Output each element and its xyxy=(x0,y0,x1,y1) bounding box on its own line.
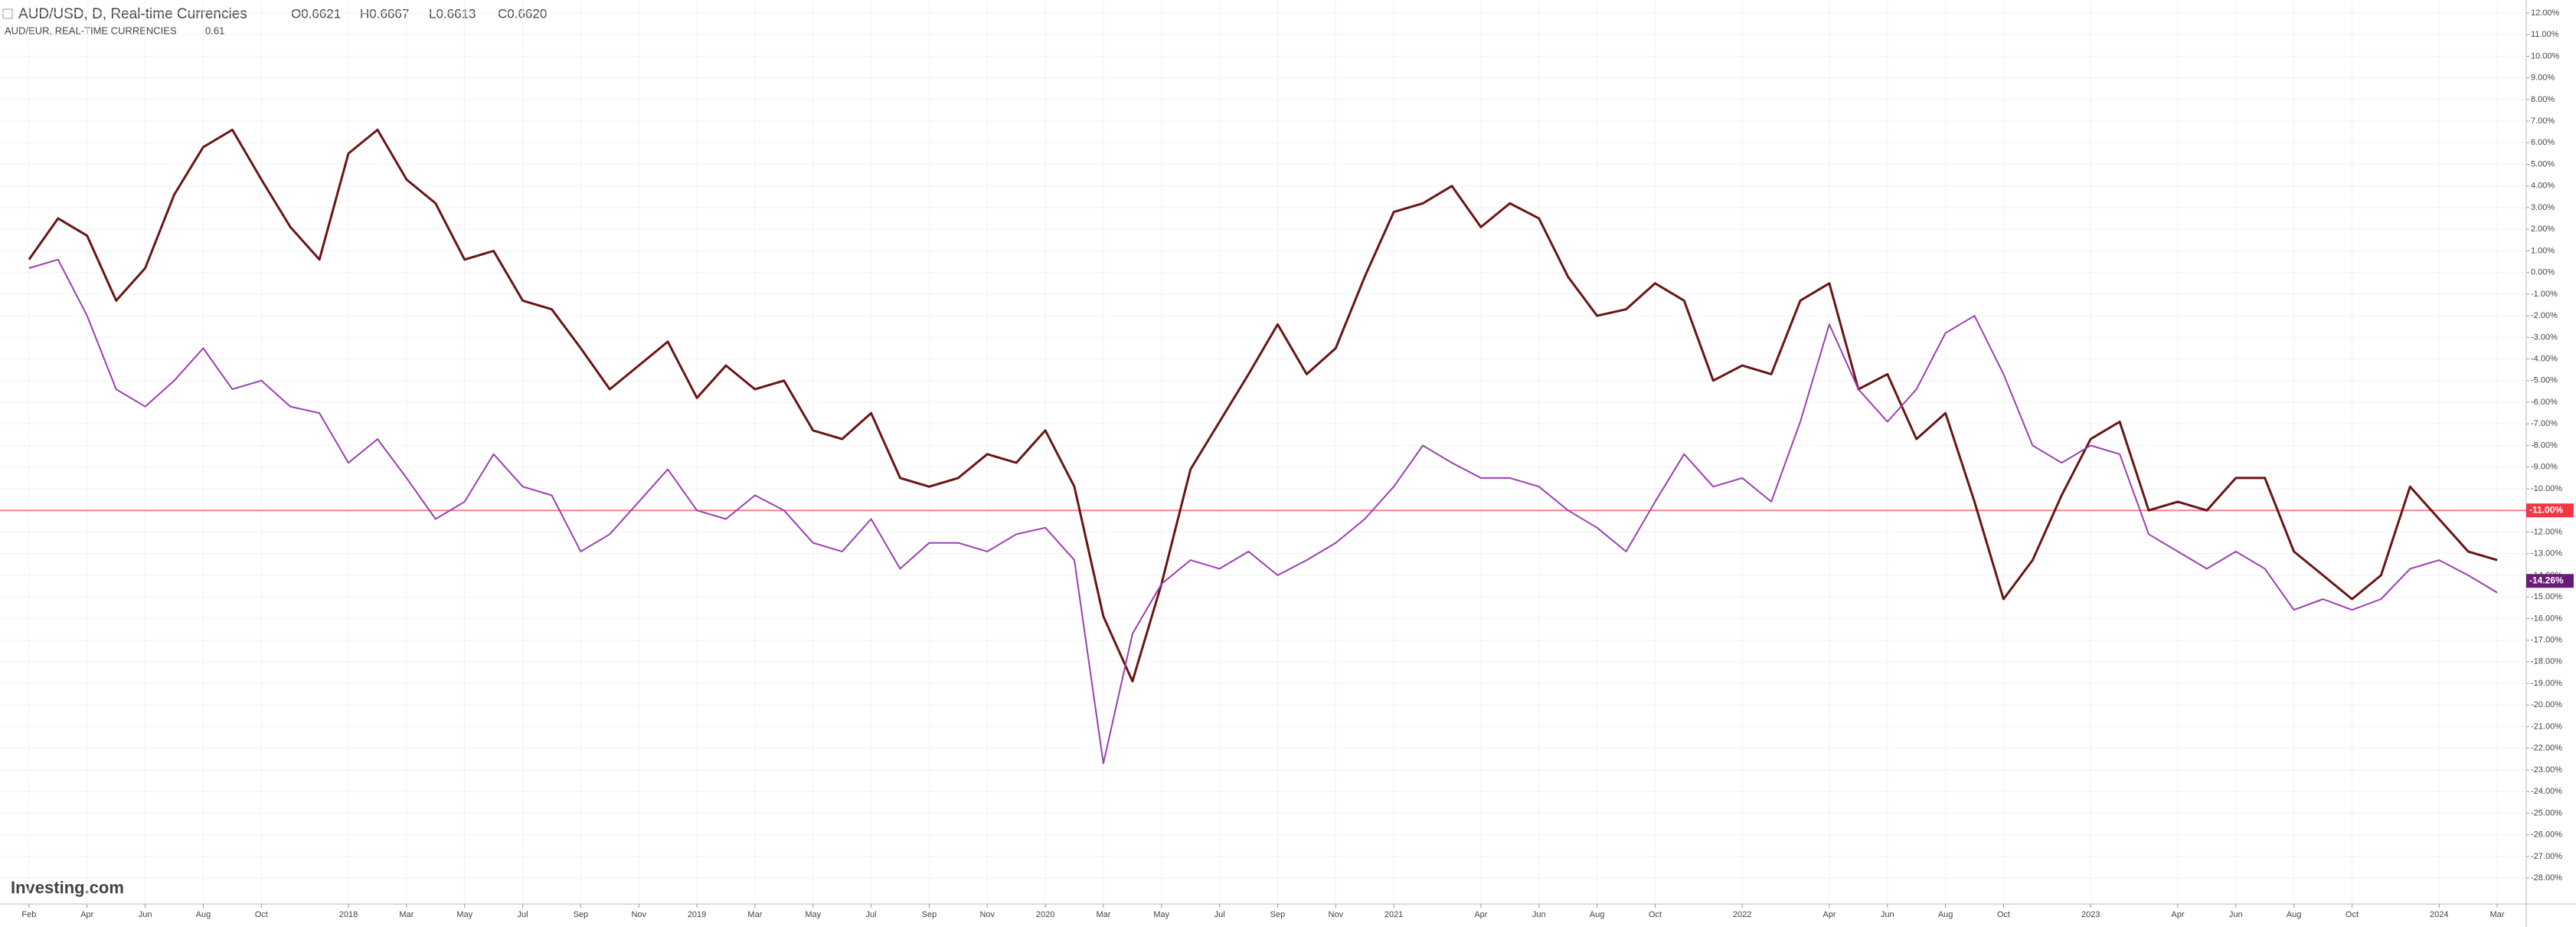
y-tick-label: -10.00% xyxy=(2531,484,2562,493)
x-tick-label: 2021 xyxy=(1384,910,1403,919)
x-tick-label: Oct xyxy=(1649,910,1662,919)
y-tick-label: -20.00% xyxy=(2531,700,2562,709)
price-badge xyxy=(2526,503,2574,518)
y-tick-label: 2.00% xyxy=(2531,224,2555,234)
y-tick-label: -6.00% xyxy=(2531,398,2558,407)
x-tick-label: Feb xyxy=(21,910,36,919)
x-tick-label: Jul xyxy=(866,910,877,919)
x-tick-label: 2019 xyxy=(688,910,706,919)
x-tick-label: Nov xyxy=(631,910,646,919)
x-tick-label: Nov xyxy=(1329,910,1344,919)
y-tick-label: 10.00% xyxy=(2531,51,2560,61)
x-tick-label: Sep xyxy=(922,910,937,919)
y-tick-label: 5.00% xyxy=(2531,159,2555,169)
y-tick-label: -17.00% xyxy=(2531,636,2562,645)
x-tick-label: Oct xyxy=(1997,910,2010,919)
x-tick-label: Nov xyxy=(979,910,995,919)
y-tick-label: -19.00% xyxy=(2531,679,2562,688)
chart-title: AUD/USD, D, Real-time Currencies xyxy=(18,6,247,22)
x-tick-label: Oct xyxy=(255,910,268,919)
price-badge-label: -11.00% xyxy=(2529,504,2563,515)
y-tick-label: -21.00% xyxy=(2531,722,2562,731)
y-tick-label: 3.00% xyxy=(2531,203,2555,212)
ohlc-low: L0.6613 xyxy=(429,6,476,21)
y-tick-label: -1.00% xyxy=(2531,290,2558,299)
x-tick-label: Apr xyxy=(2171,910,2184,919)
x-tick-label: 2022 xyxy=(1733,910,1751,919)
y-tick-label: 12.00% xyxy=(2531,8,2560,18)
y-tick-label: -2.00% xyxy=(2531,311,2558,320)
logo: Investing.com xyxy=(11,878,124,897)
x-tick-label: Jun xyxy=(1532,910,1546,919)
x-tick-label: Mar xyxy=(399,910,414,919)
y-tick-label: -15.00% xyxy=(2531,592,2562,601)
y-tick-label: -9.00% xyxy=(2531,463,2558,472)
y-tick-label: -3.00% xyxy=(2531,332,2558,342)
y-tick-label: -27.00% xyxy=(2531,852,2562,861)
x-tick-label: May xyxy=(456,910,472,919)
x-tick-label: Mar xyxy=(2490,910,2505,919)
y-tick-label: -7.00% xyxy=(2531,419,2558,428)
y-tick-label: -13.00% xyxy=(2531,549,2562,558)
y-tick-label: -26.00% xyxy=(2531,830,2562,840)
y-tick-label: 4.00% xyxy=(2531,182,2555,191)
x-tick-label: Jul xyxy=(1214,910,1225,919)
y-tick-label: 1.00% xyxy=(2531,246,2555,255)
x-tick-label: Apr xyxy=(1474,910,1487,919)
y-tick-label: -16.00% xyxy=(2531,614,2562,623)
y-tick-label: 7.00% xyxy=(2531,116,2555,126)
x-tick-label: Oct xyxy=(2346,910,2359,919)
y-tick-label: -25.00% xyxy=(2531,808,2562,817)
x-tick-label: Jul xyxy=(518,910,528,919)
x-tick-label: Aug xyxy=(2287,910,2302,919)
y-tick-label: -12.00% xyxy=(2531,527,2562,536)
subtitle-value: 0.61 xyxy=(205,25,224,36)
x-tick-label: 2018 xyxy=(339,910,358,919)
y-tick-label: -18.00% xyxy=(2531,657,2562,667)
y-tick-label: 8.00% xyxy=(2531,95,2555,104)
y-tick-label: -4.00% xyxy=(2531,355,2558,364)
x-tick-label: Jun xyxy=(2229,910,2243,919)
x-tick-label: Apr xyxy=(1822,910,1836,919)
y-tick-label: -23.00% xyxy=(2531,765,2562,775)
x-tick-label: Mar xyxy=(747,910,762,919)
x-tick-label: May xyxy=(805,910,821,919)
last-value-badge xyxy=(2526,574,2574,588)
x-tick-label: 2023 xyxy=(2081,910,2100,919)
x-tick-label: Jun xyxy=(139,910,152,919)
x-tick-label: Mar xyxy=(1096,910,1110,919)
collapse-button[interactable] xyxy=(2,8,13,19)
x-tick-label: Jun xyxy=(1881,910,1894,919)
x-tick-label: Aug xyxy=(196,910,211,919)
x-tick-label: Sep xyxy=(1270,910,1286,919)
x-tick-label: 2024 xyxy=(2430,910,2448,919)
x-tick-label: Aug xyxy=(1938,910,1953,919)
series-line xyxy=(28,258,2498,765)
last-value-badge-label: -14.26% xyxy=(2529,575,2564,585)
x-tick-label: Apr xyxy=(80,910,93,919)
y-tick-label: 9.00% xyxy=(2531,74,2555,83)
y-tick-label: -5.00% xyxy=(2531,376,2558,385)
x-tick-label: 2020 xyxy=(1036,910,1054,919)
y-tick-label: -22.00% xyxy=(2531,744,2562,753)
y-tick-label: 6.00% xyxy=(2531,138,2555,147)
x-tick-label: Sep xyxy=(574,910,589,919)
ohlc-open: O0.6621 xyxy=(291,6,341,21)
x-tick-label: May xyxy=(1153,910,1169,919)
y-tick-label: 11.00% xyxy=(2531,30,2559,39)
y-tick-label: -24.00% xyxy=(2531,787,2562,796)
y-tick-label: -28.00% xyxy=(2531,873,2562,883)
y-tick-label: -8.00% xyxy=(2531,441,2558,450)
y-tick-label: 0.00% xyxy=(2531,268,2555,277)
x-tick-label: Aug xyxy=(1590,910,1605,919)
subtitle: AUD/EUR, REAL-TIME CURRENCIES xyxy=(5,25,177,36)
ohlc-high: H0.6667 xyxy=(360,6,409,21)
